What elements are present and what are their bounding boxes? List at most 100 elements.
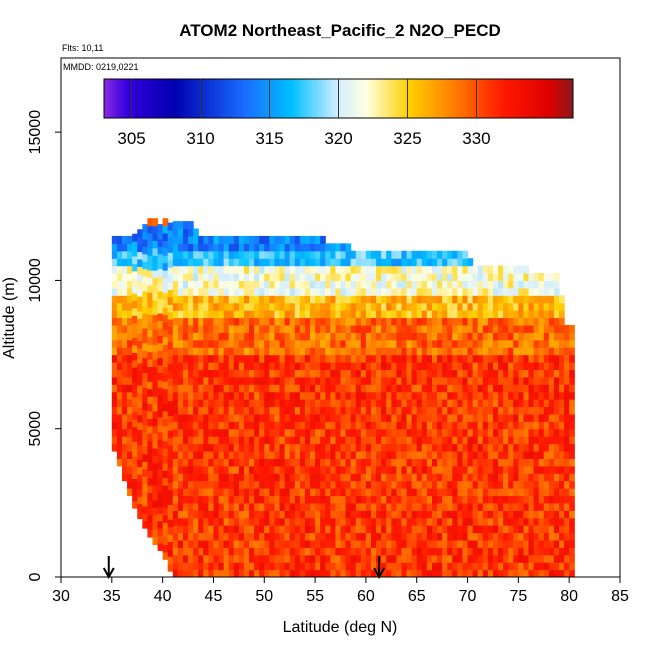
curtain-cell (299, 369, 306, 378)
curtain-cell (213, 443, 220, 452)
curtain-cell (203, 302, 209, 311)
curtain-cell (330, 413, 337, 422)
curtain-cell (498, 280, 504, 289)
curtain-cell (391, 480, 397, 489)
curtain-cell (543, 510, 550, 519)
curtain-cell (472, 554, 479, 563)
curtain-cell (518, 332, 525, 341)
curtain-cell (162, 462, 169, 471)
curtain-cell (325, 532, 331, 541)
curtain-cell (462, 510, 469, 519)
colorbar-swatch (564, 79, 568, 118)
curtain-cell (396, 399, 403, 408)
curtain-cell (259, 310, 265, 319)
curtain-cell (335, 317, 342, 326)
curtain-cell (381, 376, 387, 385)
curtain-cell (162, 255, 169, 264)
curtain-cell (152, 499, 159, 508)
colorbar-swatch (215, 79, 219, 118)
curtain-cell (503, 525, 509, 534)
curtain-cell (269, 265, 276, 274)
curtain-cell (482, 465, 489, 474)
curtain-cell (442, 554, 448, 563)
curtain-cell (162, 314, 169, 323)
curtain-cell (121, 339, 128, 348)
curtain-cell (223, 465, 230, 474)
curtain-cell (284, 376, 291, 385)
curtain-cell (543, 539, 550, 548)
curtain-cell (569, 458, 575, 467)
curtain-cell (223, 317, 230, 326)
curtain-cell (559, 517, 565, 526)
curtain-cell (487, 495, 494, 504)
curtain-cell (406, 517, 413, 526)
curtain-cell (472, 265, 479, 274)
curtain-cell (259, 280, 265, 289)
curtain-cell (503, 436, 509, 445)
curtain-cell (498, 376, 504, 385)
curtain-cell (172, 273, 179, 282)
curtain-cell (320, 502, 326, 511)
curtain-cell (279, 525, 286, 534)
curtain-cell (340, 554, 347, 563)
curtain-cell (198, 450, 204, 459)
curtain-cell (284, 391, 291, 400)
curtain-cell (157, 275, 164, 284)
curtain-cell (254, 354, 260, 363)
curtain-cell (376, 465, 382, 474)
curtain-cell (431, 302, 438, 311)
curtain-cell (121, 295, 128, 304)
curtain-cell (111, 369, 118, 378)
curtain-cell (482, 443, 489, 452)
curtain-cell (457, 450, 464, 459)
curtain-cell (137, 370, 143, 379)
curtain-cell (462, 369, 469, 378)
x-tick-label: 45 (205, 588, 223, 605)
curtain-cell (147, 255, 154, 264)
curtain-cell (482, 510, 489, 519)
curtain-cell (447, 258, 453, 267)
curtain-cell (345, 369, 352, 378)
curtain-cell (467, 443, 474, 452)
curtain-cell (254, 495, 260, 504)
curtain-cell (416, 458, 423, 467)
curtain-cell (391, 347, 397, 356)
curtain-cell (111, 317, 118, 326)
curtain-cell (310, 280, 316, 289)
curtain-cell (320, 547, 326, 556)
curtain-cell (213, 473, 220, 482)
curtain-cell (182, 258, 189, 267)
curtain-cell (482, 376, 489, 385)
curtain-cell (477, 317, 484, 326)
curtain-cell (243, 332, 250, 341)
curtain-cell (421, 361, 428, 370)
curtain-cell (340, 376, 347, 385)
curtain-cell (472, 443, 479, 452)
curtain-cell (208, 310, 215, 319)
curtain-cell (467, 295, 474, 304)
curtain-cell (370, 480, 377, 489)
curtain-cell (401, 347, 408, 356)
curtain-cell (350, 547, 357, 556)
curtain-cell (243, 554, 250, 563)
curtain-cell (208, 562, 215, 571)
curtain-cell (188, 488, 194, 497)
curtain-cell (355, 458, 362, 467)
curtain-cell (203, 287, 209, 296)
curtain-cell (279, 302, 286, 311)
curtain-cell (111, 406, 118, 415)
curtain-cell (137, 266, 143, 275)
curtain-cell (330, 361, 337, 370)
colorbar-swatch (320, 79, 325, 118)
curtain-cell (370, 317, 377, 326)
curtain-cell (442, 280, 448, 289)
curtain-cell (513, 532, 519, 541)
curtain-cell (284, 502, 291, 511)
curtain-cell (259, 465, 265, 474)
curtain-cell (249, 421, 255, 430)
curtain-cell (121, 465, 128, 474)
curtain-cell (274, 525, 281, 534)
curtain-cell (279, 510, 286, 519)
curtain-cell (203, 488, 209, 497)
curtain-cell (477, 495, 484, 504)
